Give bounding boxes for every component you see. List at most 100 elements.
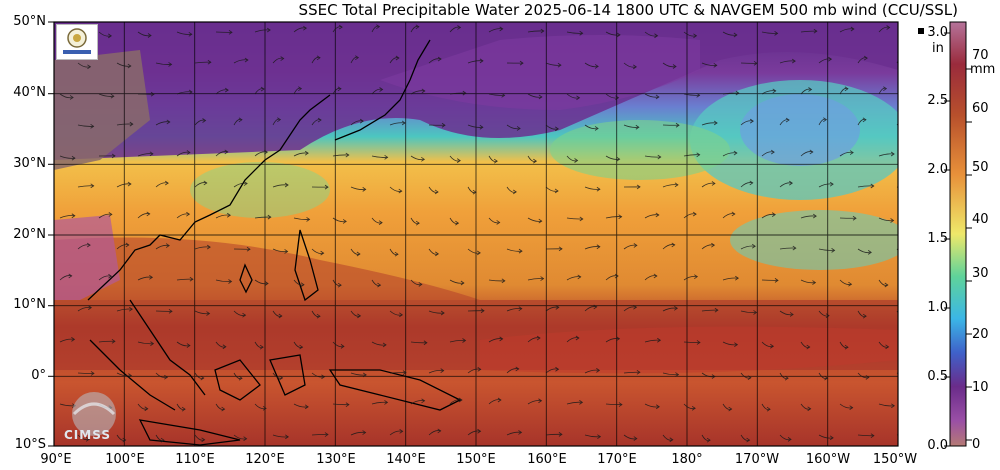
wind-streamline bbox=[155, 182, 169, 188]
wind-arrowhead bbox=[594, 126, 599, 131]
wind-arrowhead bbox=[345, 402, 350, 407]
lat-label-10s: 10°S bbox=[14, 437, 46, 452]
wind-arrowhead bbox=[384, 400, 389, 405]
wind-streamline bbox=[878, 403, 895, 407]
wind-streamline bbox=[59, 155, 75, 159]
wind-streamline bbox=[410, 90, 425, 95]
wind-streamline bbox=[584, 186, 600, 190]
wind-streamline bbox=[800, 215, 817, 219]
wind-streamline bbox=[116, 372, 132, 377]
wind-arrowhead bbox=[362, 187, 367, 192]
wind-arrowhead bbox=[733, 32, 738, 38]
wind-arrowhead bbox=[696, 152, 701, 158]
wind-arrowhead bbox=[791, 58, 796, 64]
wind-streamline bbox=[449, 92, 466, 95]
wind-streamline bbox=[233, 59, 248, 64]
wind-arrowhead bbox=[746, 437, 751, 443]
wind-streamline bbox=[623, 371, 640, 374]
wind-arrowhead bbox=[825, 313, 830, 319]
wind-arrowhead bbox=[538, 94, 543, 100]
wind-streamline bbox=[623, 306, 637, 312]
lon-label-100e: 100°E bbox=[105, 452, 145, 467]
wind-arrowhead bbox=[891, 403, 895, 409]
wind-arrowhead bbox=[540, 276, 545, 281]
wind-arrowhead bbox=[735, 90, 740, 96]
wind-arrowhead bbox=[285, 434, 289, 440]
wind-arrowhead bbox=[394, 251, 399, 257]
wind-arrowhead bbox=[501, 278, 506, 284]
wind-arrowhead bbox=[655, 212, 660, 218]
wind-streamline bbox=[272, 248, 288, 253]
wind-arrowhead bbox=[829, 181, 834, 187]
wind-streamline bbox=[176, 151, 190, 157]
wind-arrowhead bbox=[441, 122, 446, 128]
wind-arrowhead bbox=[831, 248, 836, 253]
wind-arrowhead bbox=[238, 117, 243, 123]
wind-streamline bbox=[488, 28, 503, 33]
wind-streamline bbox=[701, 182, 716, 188]
wind-streamline bbox=[605, 403, 622, 406]
wind-streamline bbox=[662, 184, 678, 188]
cb-mm-tick-40: 40 bbox=[972, 212, 989, 227]
wind-arrowhead bbox=[160, 437, 165, 443]
wind-arrowhead bbox=[910, 186, 913, 190]
wind-arrowhead bbox=[693, 33, 698, 39]
wind-streamline bbox=[584, 434, 601, 438]
wind-arrowhead bbox=[674, 182, 679, 188]
wind-streamline bbox=[311, 434, 328, 436]
wind-arrowhead bbox=[597, 434, 602, 440]
wind-streamline bbox=[566, 276, 581, 281]
wind-arrowhead bbox=[246, 246, 251, 252]
wind-arrowhead bbox=[908, 374, 911, 378]
wind-arrowhead bbox=[657, 154, 662, 160]
wind-streamline bbox=[545, 433, 562, 436]
wind-streamline bbox=[332, 154, 349, 157]
wind-arrowhead bbox=[594, 64, 599, 69]
wind-streamline bbox=[137, 341, 154, 345]
wind-arrowhead bbox=[753, 61, 758, 66]
wind-streamline bbox=[293, 217, 310, 220]
wind-arrowhead bbox=[655, 404, 660, 410]
wind-arrowhead bbox=[771, 212, 776, 217]
wind-arrowhead bbox=[904, 252, 907, 256]
wind-streamline bbox=[59, 93, 74, 99]
wind-streamline bbox=[740, 310, 757, 314]
wind-streamline bbox=[155, 244, 170, 250]
wind-streamline bbox=[176, 341, 190, 347]
wind-arrowhead bbox=[890, 151, 895, 157]
wind-arrowhead bbox=[455, 220, 460, 226]
wind-streamline bbox=[818, 434, 834, 439]
wind-streamline bbox=[59, 215, 75, 219]
wind-arrowhead bbox=[735, 275, 739, 281]
wind-streamline bbox=[857, 185, 874, 188]
wind-arrowhead bbox=[596, 368, 601, 373]
wind-arrowhead bbox=[149, 274, 154, 280]
lon-label-130e: 130°E bbox=[316, 452, 356, 467]
wind-arrowhead bbox=[71, 155, 76, 161]
wind-arrowhead bbox=[751, 243, 756, 249]
wind-streamline bbox=[233, 182, 248, 188]
wind-arrowhead bbox=[355, 55, 360, 60]
wind-arrowhead bbox=[359, 118, 364, 124]
wind-streamline bbox=[722, 31, 737, 36]
cb-in-tick-2-5: 2.5 bbox=[927, 93, 948, 108]
wind-arrowhead bbox=[267, 214, 272, 220]
wind-streamline bbox=[878, 217, 894, 222]
wind-streamline bbox=[311, 372, 325, 378]
wind-streamline bbox=[389, 310, 403, 316]
wind-arrowhead bbox=[614, 273, 619, 279]
wind-streamline bbox=[350, 372, 367, 376]
wind-streamline bbox=[896, 186, 898, 188]
wind-arrowhead bbox=[316, 313, 321, 319]
wind-arrowhead bbox=[828, 56, 833, 62]
wind-arrowhead bbox=[497, 397, 502, 403]
wind-arrowhead bbox=[129, 121, 134, 127]
wind-arrowhead bbox=[636, 369, 641, 375]
wind-arrowhead bbox=[499, 336, 504, 342]
wind-arrowhead bbox=[186, 343, 191, 348]
wind-arrowhead bbox=[227, 212, 231, 218]
wind-streamline bbox=[254, 279, 269, 285]
wind-arrowhead bbox=[456, 158, 461, 163]
wind-streamline bbox=[371, 401, 388, 405]
